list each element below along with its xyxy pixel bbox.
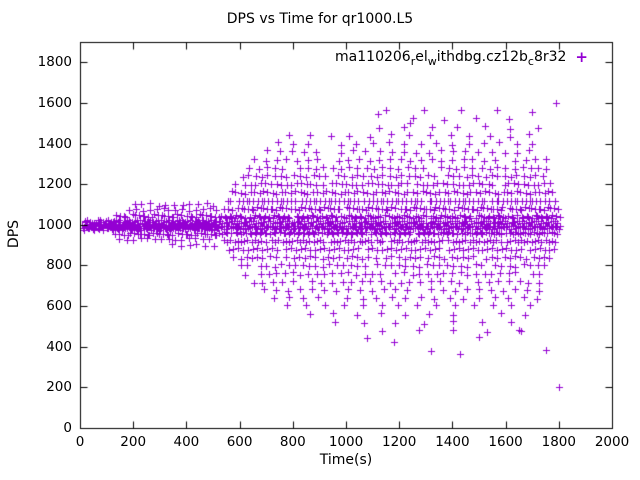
y-tick-label: 200 — [46, 379, 72, 396]
x-axis-label: Time(s) — [319, 452, 373, 468]
plus-marker-icon: + — [575, 48, 588, 66]
x-tick-label: 0 — [75, 434, 85, 450]
x-tick-label: 1600 — [488, 434, 523, 450]
x-tick-label: 1000 — [328, 434, 364, 450]
y-tick-label: 1600 — [37, 94, 72, 111]
y-tick-label: 800 — [46, 257, 72, 274]
chart-title: DPS vs Time for qr1000.L5 — [226, 11, 414, 27]
y-tick-label: 1200 — [37, 176, 72, 193]
x-tick-label: 1400 — [435, 434, 470, 450]
x-tick-label: 400 — [173, 434, 200, 450]
x-tick-label: 200 — [120, 434, 147, 450]
x-tick-label: 1200 — [382, 434, 417, 450]
x-tick-label: 1800 — [541, 434, 576, 450]
y-tick-label: 0 — [63, 420, 72, 436]
legend: ma110206relwithdbg.cz12bc8r32 + — [335, 48, 588, 68]
x-tick-label: 600 — [226, 434, 253, 450]
y-tick-label: 1400 — [37, 135, 72, 152]
y-tick-label: 400 — [46, 338, 72, 355]
x-tick-label: 800 — [279, 434, 306, 450]
y-tick-label: 600 — [46, 298, 72, 315]
x-tick-label: 2000 — [594, 434, 630, 450]
y-axis-label: DPS — [6, 219, 22, 249]
y-tick-label: 1800 — [37, 54, 72, 71]
legend-series-label: ma110206relwithdbg.cz12bc8r32 — [335, 49, 567, 68]
y-tick-label: 1000 — [37, 216, 72, 233]
